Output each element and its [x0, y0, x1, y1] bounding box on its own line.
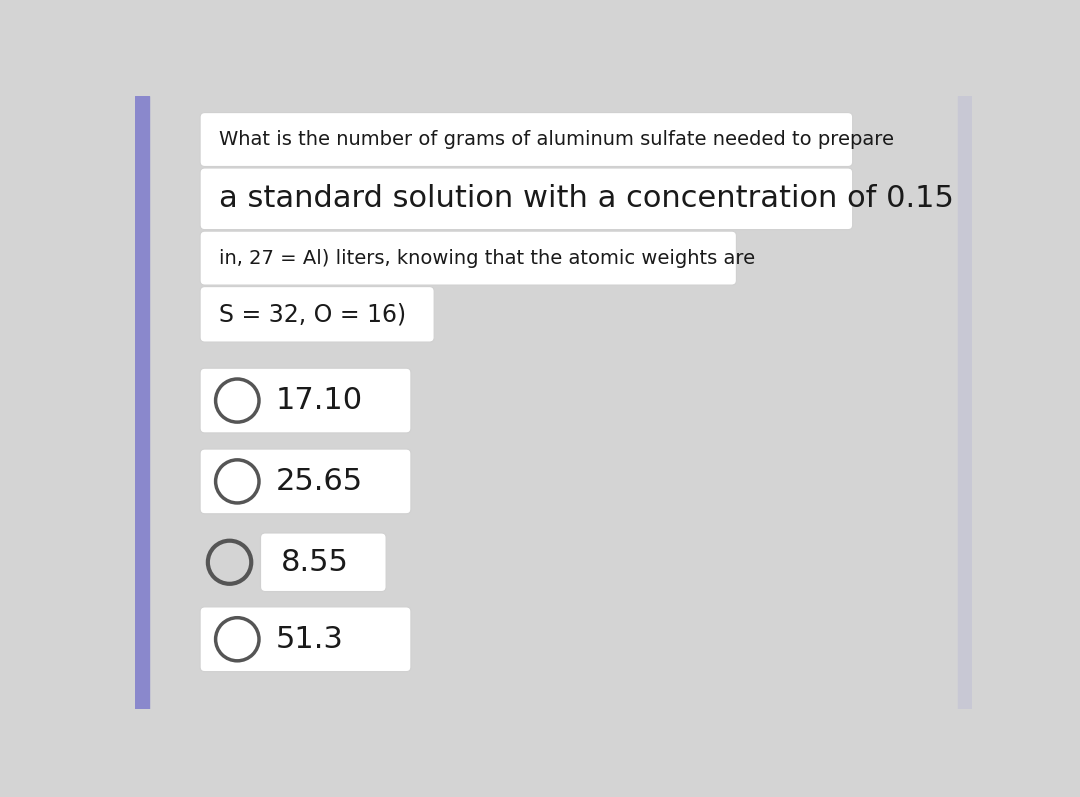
Text: a standard solution with a concentration of 0.15: a standard solution with a concentration…: [218, 184, 954, 214]
Text: 25.65: 25.65: [276, 467, 363, 496]
FancyBboxPatch shape: [200, 168, 852, 230]
Bar: [958, 96, 972, 709]
Text: in, 27 = Al) liters, knowing that the atomic weights are: in, 27 = Al) liters, knowing that the at…: [218, 249, 755, 268]
FancyBboxPatch shape: [200, 112, 852, 167]
FancyBboxPatch shape: [200, 231, 737, 285]
Text: 51.3: 51.3: [276, 625, 343, 654]
FancyBboxPatch shape: [200, 607, 410, 672]
FancyBboxPatch shape: [260, 533, 387, 591]
Text: What is the number of grams of aluminum sulfate needed to prepare: What is the number of grams of aluminum …: [218, 130, 894, 149]
Text: 8.55: 8.55: [281, 548, 349, 577]
Text: S = 32, O = 16): S = 32, O = 16): [218, 302, 406, 326]
FancyBboxPatch shape: [200, 449, 410, 514]
FancyBboxPatch shape: [200, 368, 410, 433]
Bar: [135, 96, 149, 709]
Text: 17.10: 17.10: [276, 386, 363, 415]
FancyBboxPatch shape: [200, 287, 434, 342]
